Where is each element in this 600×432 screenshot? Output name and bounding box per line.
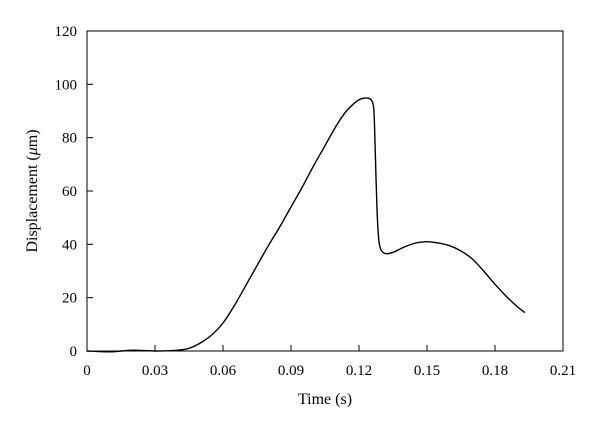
x-axis-label: Time (s) xyxy=(298,391,352,408)
x-tick-label: 0.12 xyxy=(346,363,372,379)
y-tick-label: 20 xyxy=(62,291,77,307)
y-axis-ticks: 0 20 40 60 80 100 120 xyxy=(55,24,93,360)
x-tick-label: 0.18 xyxy=(482,363,508,379)
x-tick-label: 0.21 xyxy=(550,363,576,379)
y-tick-label: 0 xyxy=(70,344,78,360)
y-tick-label: 60 xyxy=(62,184,77,200)
y-axis-label-unit: m) xyxy=(24,129,41,147)
x-tick-label: 0.15 xyxy=(414,363,440,379)
y-tick-label: 80 xyxy=(62,131,77,147)
x-tick-label: 0.09 xyxy=(278,363,304,379)
y-tick-label: 100 xyxy=(55,77,78,93)
x-tick-label: 0.03 xyxy=(142,363,168,379)
x-axis-ticks: 0 0.03 0.06 0.09 0.12 0.15 0.18 0.21 xyxy=(83,345,576,379)
x-tick-label: 0 xyxy=(83,363,91,379)
series-layer xyxy=(86,97,526,353)
plot-frame xyxy=(86,30,564,352)
x-tick-label: 0.06 xyxy=(210,363,237,379)
y-tick-label: 120 xyxy=(55,24,78,40)
y-axis-label: Displacement (μm) xyxy=(24,129,41,252)
y-tick-label: 40 xyxy=(62,237,77,253)
y-axis-label-text: Displacement ( xyxy=(24,155,41,252)
y-axis-label-mu: μ xyxy=(24,147,41,156)
displacement-series-line xyxy=(86,97,526,353)
